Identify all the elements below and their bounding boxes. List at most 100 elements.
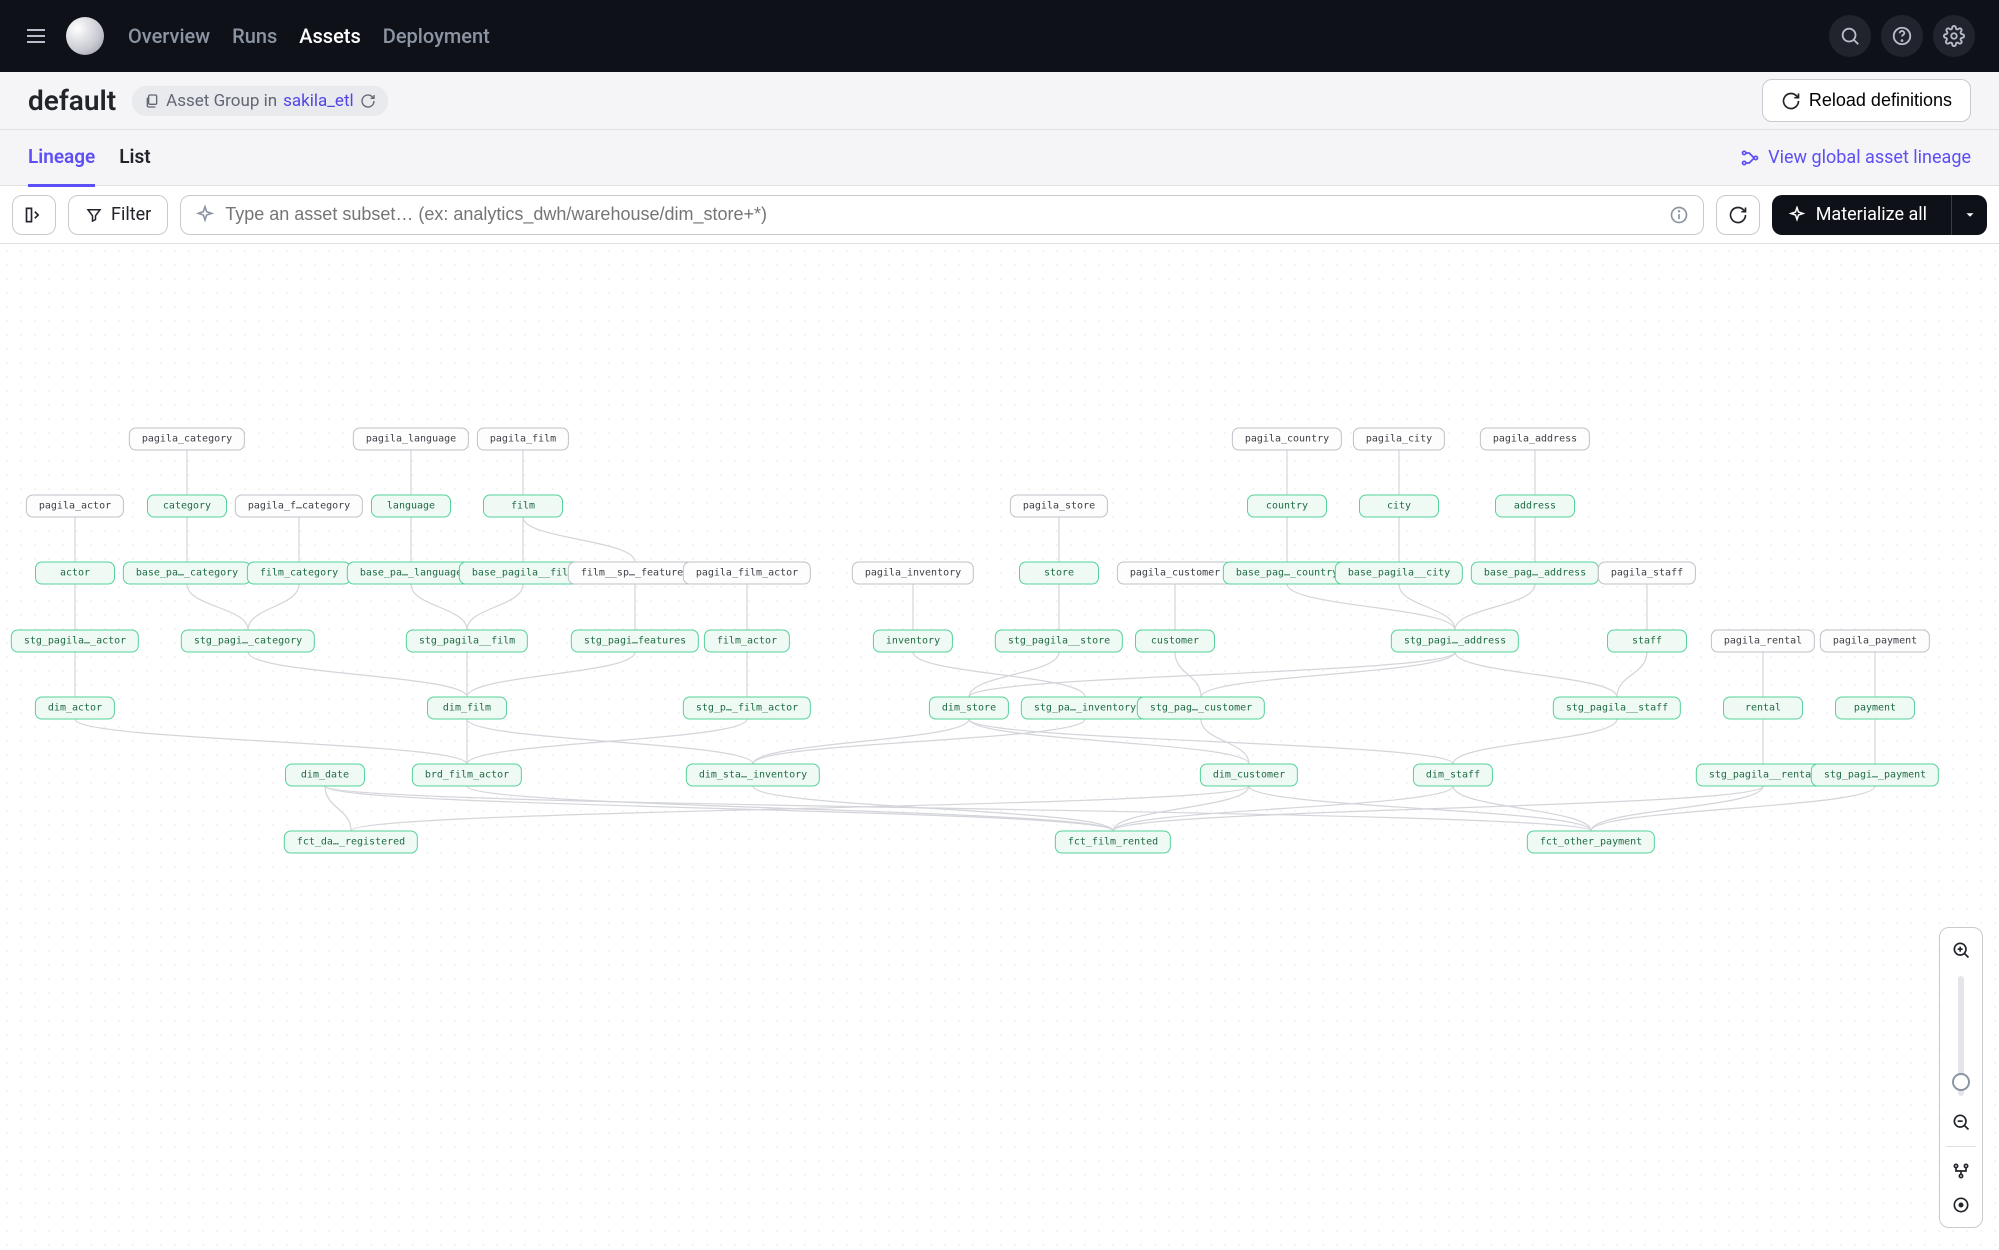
menu-icon[interactable]: [24, 24, 48, 48]
asset-node-brd_film_actor[interactable]: brd_film_actor: [412, 764, 522, 787]
asset-node-film_category[interactable]: film_category: [247, 562, 351, 585]
nav-link-overview[interactable]: Overview: [128, 24, 210, 48]
materialize-all-button[interactable]: Materialize all: [1772, 195, 1987, 235]
asset-node-pagila_film[interactable]: pagila_film: [477, 428, 569, 451]
asset-node-fct_other_payment[interactable]: fct_other_payment: [1527, 831, 1655, 854]
zoom-panel: [1939, 927, 1983, 1228]
asset-node-staff[interactable]: staff: [1607, 630, 1687, 653]
filter-button[interactable]: Filter: [68, 195, 168, 235]
page-title: default: [28, 84, 116, 117]
asset-node-film[interactable]: film: [483, 495, 563, 518]
asset-node-dim_staff[interactable]: dim_staff: [1413, 764, 1493, 787]
asset-node-base_pag_address[interactable]: base_pag…_address: [1471, 562, 1599, 585]
tab-list[interactable]: List: [119, 145, 150, 187]
nav-link-runs[interactable]: Runs: [232, 24, 277, 48]
asset-node-pagila_film_actor[interactable]: pagila_film_actor: [683, 562, 811, 585]
asset-node-stg_pagila_store[interactable]: stg_pagila__store: [995, 630, 1123, 653]
help-icon[interactable]: [1881, 15, 1923, 57]
asset-node-pagila_staff[interactable]: pagila_staff: [1598, 562, 1696, 585]
asset-node-dim_sta_inventory[interactable]: dim_sta…_inventory: [686, 764, 820, 787]
tab-lineage[interactable]: Lineage: [28, 145, 95, 187]
materialize-dropdown-caret[interactable]: [1951, 195, 1987, 235]
asset-node-pagila_customer[interactable]: pagila_customer: [1117, 562, 1233, 585]
asset-node-pagila_payment[interactable]: pagila_payment: [1820, 630, 1930, 653]
asset-node-pagila_rental[interactable]: pagila_rental: [1711, 630, 1815, 653]
asset-node-pagila_store[interactable]: pagila_store: [1010, 495, 1108, 518]
toolbar: Filter Materialize all: [0, 186, 1999, 244]
materialize-icon: [1788, 206, 1806, 224]
nav-link-assets[interactable]: Assets: [299, 24, 361, 48]
search-input[interactable]: [225, 204, 1658, 225]
nav-links: Overview Runs Assets Deployment: [128, 24, 490, 48]
asset-node-base_pagila_city[interactable]: base_pagila__city: [1335, 562, 1463, 585]
repo-link[interactable]: sakila_etl: [283, 91, 354, 111]
asset-node-dim_film[interactable]: dim_film: [427, 697, 507, 720]
zoom-slider[interactable]: [1958, 976, 1964, 1096]
refresh-graph-button[interactable]: [1716, 195, 1760, 235]
asset-node-base_pa_language[interactable]: base_pa…_language: [347, 562, 475, 585]
asset-node-payment[interactable]: payment: [1835, 697, 1915, 720]
view-global-lineage-link[interactable]: View global asset lineage: [1740, 147, 1971, 168]
asset-node-pagila_inventory[interactable]: pagila_inventory: [852, 562, 974, 585]
dot-grid: [0, 244, 1999, 1250]
tabbar: Lineage List View global asset lineage: [0, 130, 1999, 186]
asset-node-stg_pagi_address[interactable]: stg_pagi…_address: [1391, 630, 1519, 653]
asset-node-fct_da_registered[interactable]: fct_da…_registered: [284, 831, 418, 854]
toggle-sidebar-button[interactable]: [12, 195, 56, 235]
asset-node-pagila_category[interactable]: pagila_category: [129, 428, 245, 451]
asset-node-film_actor[interactable]: film_actor: [704, 630, 790, 653]
asset-subset-search[interactable]: [180, 195, 1703, 235]
zoom-slider-thumb[interactable]: [1952, 1073, 1970, 1091]
asset-node-stg_pagila_actor[interactable]: stg_pagila…_actor: [11, 630, 139, 653]
zoom-in-button[interactable]: [1947, 936, 1975, 964]
search-icon[interactable]: [1829, 15, 1871, 57]
asset-group-chip[interactable]: Asset Group in sakila_etl: [132, 86, 388, 116]
asset-node-pagila_actor[interactable]: pagila_actor: [26, 495, 124, 518]
asset-node-rental[interactable]: rental: [1723, 697, 1803, 720]
asset-node-dim_actor[interactable]: dim_actor: [35, 697, 115, 720]
asset-node-country[interactable]: country: [1247, 495, 1327, 518]
asset-node-address[interactable]: address: [1495, 495, 1575, 518]
center-button[interactable]: [1947, 1191, 1975, 1219]
asset-node-pagila_address[interactable]: pagila_address: [1480, 428, 1590, 451]
asset-node-pagila_f_category[interactable]: pagila_f…category: [235, 495, 363, 518]
subheader: default Asset Group in sakila_etl Reload…: [0, 72, 1999, 130]
asset-node-fct_film_rented[interactable]: fct_film_rented: [1055, 831, 1171, 854]
asset-node-actor[interactable]: actor: [35, 562, 115, 585]
asset-node-city[interactable]: city: [1359, 495, 1439, 518]
reload-definitions-button[interactable]: Reload definitions: [1762, 79, 1971, 122]
asset-node-customer[interactable]: customer: [1135, 630, 1215, 653]
asset-node-stg_p_film_actor[interactable]: stg_p…_film_actor: [683, 697, 811, 720]
asset-node-stg_pagi_features[interactable]: stg_pagi…features: [571, 630, 699, 653]
zoom-out-button[interactable]: [1947, 1108, 1975, 1136]
asset-node-pagila_city[interactable]: pagila_city: [1353, 428, 1445, 451]
asset-node-dim_customer[interactable]: dim_customer: [1200, 764, 1298, 787]
sparkle-icon: [195, 205, 215, 225]
lineage-canvas[interactable]: pagila_category pagila_language pagila_fil…: [0, 244, 1999, 1250]
asset-node-base_pag_country[interactable]: base_pag…_country: [1223, 562, 1351, 585]
asset-node-language[interactable]: language: [371, 495, 451, 518]
asset-node-pagila_country[interactable]: pagila_country: [1232, 428, 1342, 451]
info-icon[interactable]: [1669, 205, 1689, 225]
asset-node-base_pa_category[interactable]: base_pa…_category: [123, 562, 251, 585]
reload-icon: [1781, 91, 1801, 111]
asset-node-category[interactable]: category: [147, 495, 227, 518]
asset-node-store[interactable]: store: [1019, 562, 1099, 585]
asset-node-stg_pagi_payment[interactable]: stg_pagi…_payment: [1811, 764, 1939, 787]
filter-icon: [85, 206, 103, 224]
asset-node-stg_pagila_film[interactable]: stg_pagila__film: [406, 630, 528, 653]
asset-node-dim_date[interactable]: dim_date: [285, 764, 365, 787]
asset-node-stg_pagi_category[interactable]: stg_pagi…_category: [181, 630, 315, 653]
fit-view-button[interactable]: [1947, 1157, 1975, 1185]
asset-node-dim_store[interactable]: dim_store: [929, 697, 1009, 720]
asset-node-stg_pag_customer[interactable]: stg_pag…_customer: [1137, 697, 1265, 720]
asset-node-pagila_language[interactable]: pagila_language: [353, 428, 469, 451]
asset-node-stg_pa_inventory[interactable]: stg_pa…_inventory: [1021, 697, 1149, 720]
layers-icon: [144, 93, 160, 109]
logo[interactable]: [66, 17, 104, 55]
asset-node-stg_pagila_staff[interactable]: stg_pagila__staff: [1553, 697, 1681, 720]
settings-icon[interactable]: [1933, 15, 1975, 57]
asset-node-inventory[interactable]: inventory: [873, 630, 953, 653]
global-lineage-icon: [1740, 148, 1760, 168]
nav-link-deployment[interactable]: Deployment: [383, 24, 490, 48]
